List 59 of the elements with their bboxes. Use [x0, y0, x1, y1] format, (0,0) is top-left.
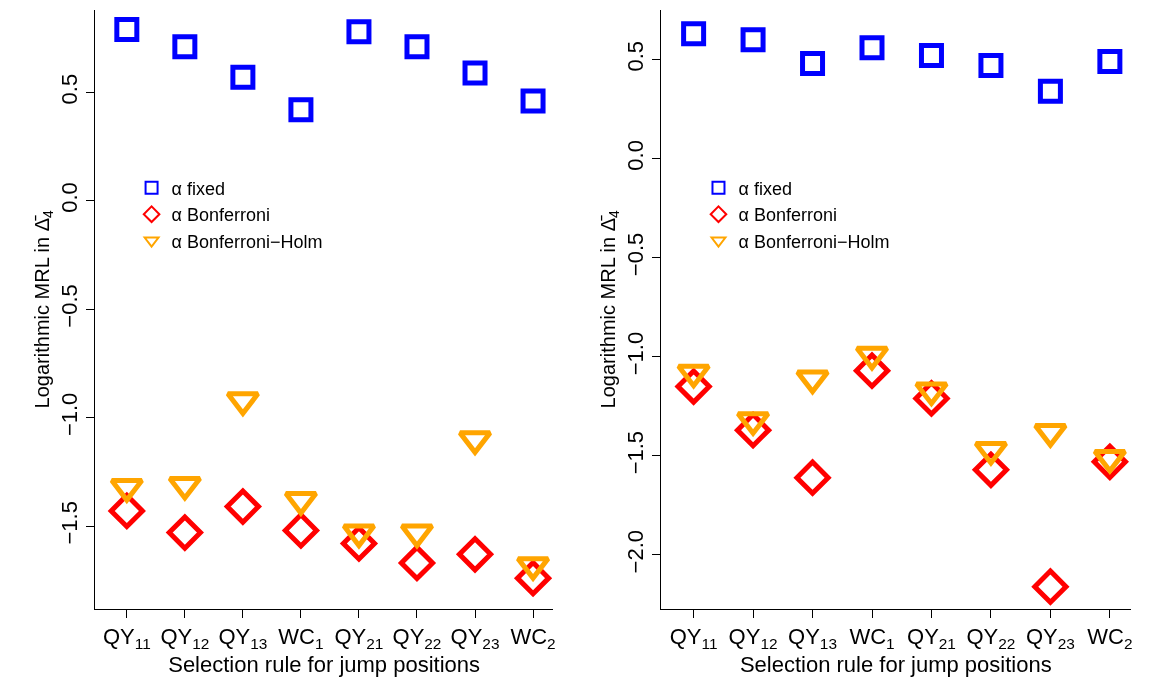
y-tick-label: −1.5	[623, 430, 649, 475]
point	[462, 60, 488, 86]
legend-label: α Bonferroni	[171, 205, 271, 226]
point	[224, 488, 261, 525]
x-tick-label: QY$_{13}$	[218, 623, 268, 652]
point	[800, 51, 826, 77]
legend-label: α fixed	[171, 178, 226, 199]
x-axis-title: Selection rule for jump positions	[739, 651, 1052, 677]
point	[288, 97, 314, 123]
x-tick-label: WC$_{1}$	[278, 623, 324, 652]
y-tick-label: −0.5	[57, 284, 83, 328]
point	[108, 492, 145, 530]
legend-label: α Bonferroni	[738, 205, 837, 226]
x-tick-label: QY$_{22}$	[966, 623, 1016, 652]
y-tick-label: −1.0	[57, 392, 83, 437]
point	[859, 35, 885, 61]
point	[346, 19, 372, 45]
point	[172, 34, 198, 60]
x-tick-label: QY$_{13}$	[788, 623, 837, 652]
legend-label: α fixed	[738, 178, 792, 199]
point	[978, 52, 1004, 78]
y-tick-label: 0.0	[623, 140, 649, 171]
x-axis-title: Selection rule for jump positions	[168, 651, 481, 677]
y-tick-label: 0.5	[57, 73, 83, 105]
legend-label: α Bonferroni−Holm	[171, 231, 323, 252]
legend-label: α Bonferroni−Holm	[738, 231, 890, 252]
point	[1032, 568, 1069, 605]
y-tick-label: 0.0	[57, 182, 83, 213]
point	[740, 27, 766, 53]
point	[114, 17, 140, 43]
y-tick-label: −2.0	[623, 529, 649, 574]
y-tick-label: −0.5	[623, 232, 649, 277]
x-tick-label: QY$_{12}$	[160, 623, 210, 652]
point	[1097, 49, 1123, 75]
point	[456, 536, 494, 573]
point	[794, 459, 831, 496]
x-tick-label: QY$_{21}$	[334, 623, 384, 652]
x-tick-label: QY$_{11}$	[102, 623, 151, 652]
point	[918, 43, 944, 69]
point	[230, 64, 256, 90]
point	[398, 544, 436, 582]
point	[681, 21, 707, 47]
y-tick-label: −1.0	[623, 331, 649, 376]
x-tick-label: QY$_{11}$	[669, 623, 718, 652]
point	[520, 88, 546, 114]
point	[166, 514, 203, 551]
x-tick-label: WC$_{2}$	[1087, 623, 1133, 652]
x-tick-label: QY$_{12}$	[728, 623, 778, 652]
x-tick-label: WC$_{1}$	[849, 623, 895, 652]
y-tick-label: 0.5	[623, 40, 649, 72]
x-tick-label: QY$_{22}$	[392, 623, 442, 652]
x-tick-label: QY$_{23}$	[1025, 623, 1075, 652]
x-tick-label: QY$_{21}$	[907, 623, 956, 652]
point	[404, 34, 430, 60]
x-tick-label: QY$_{23}$	[450, 623, 500, 652]
y-tick-label: −1.5	[57, 501, 83, 545]
point	[282, 512, 320, 549]
x-tick-label: WC$_{2}$	[510, 623, 556, 652]
point	[1037, 78, 1063, 104]
